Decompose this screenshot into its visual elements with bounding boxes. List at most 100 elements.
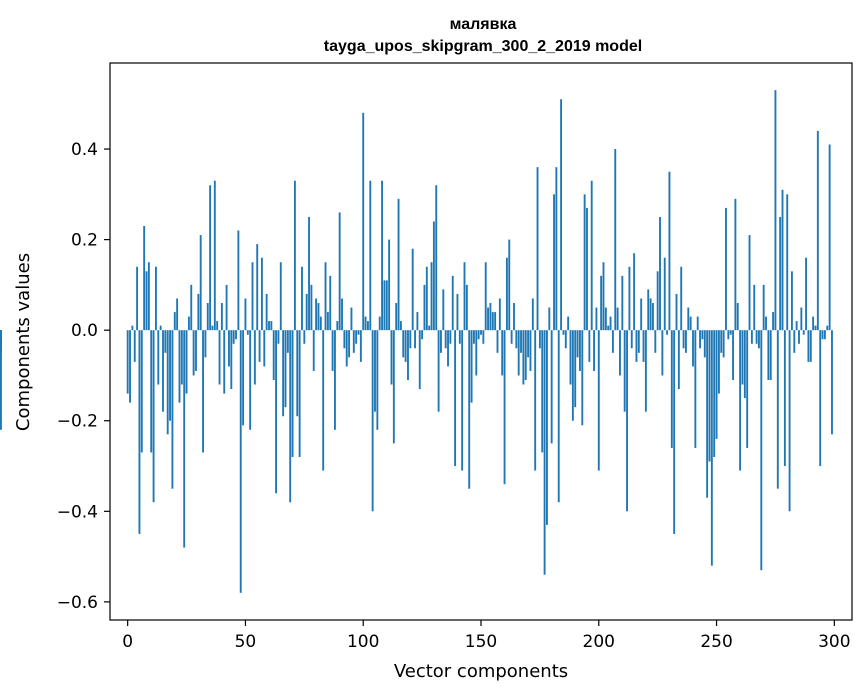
bar: [251, 262, 254, 331]
bar: [385, 280, 388, 331]
bar: [374, 330, 376, 412]
bar: [154, 266, 157, 331]
bar: [628, 266, 631, 331]
bar: [659, 216, 661, 331]
bar: [357, 330, 360, 335]
bar: [270, 321, 273, 331]
bar: [586, 207, 588, 331]
bar: [381, 180, 383, 331]
bar: [301, 266, 303, 331]
bar: [449, 330, 452, 344]
bar: [583, 194, 586, 331]
bar: [600, 275, 603, 331]
x-tick-label: 100: [347, 632, 379, 652]
bar: [362, 112, 365, 331]
bar: [494, 312, 497, 331]
bar: [786, 194, 789, 331]
bar: [684, 330, 687, 353]
bar: [546, 330, 548, 525]
bar: [171, 330, 174, 489]
bar: [209, 185, 212, 331]
bar: [472, 330, 475, 344]
bar: [185, 330, 188, 394]
bar: [480, 330, 482, 335]
bar: [644, 330, 647, 412]
y-axis-ticks: −0.6 −0.4 −0.2 0.0 0.2 0.4: [57, 140, 110, 613]
bar: [350, 307, 353, 331]
bar: [157, 330, 160, 385]
x-tick-label: 50: [235, 632, 257, 652]
bar: [680, 266, 683, 331]
bar: [237, 230, 240, 331]
bar: [767, 330, 770, 380]
bar: [501, 330, 504, 376]
bar: [536, 167, 539, 331]
bar: [541, 330, 544, 453]
bar: [416, 312, 419, 331]
bar: [666, 330, 669, 335]
bar: [369, 180, 372, 331]
bar: [213, 180, 216, 331]
bar: [329, 275, 332, 331]
x-tick-label: 0: [122, 632, 133, 652]
bar: [411, 248, 414, 331]
y-tick-label: −0.6: [57, 593, 98, 613]
bar: [232, 330, 235, 344]
bar: [654, 330, 657, 353]
bar: [407, 330, 409, 380]
bar: [569, 330, 572, 385]
bar: [560, 99, 563, 331]
bar: [430, 262, 433, 331]
bar: [338, 212, 341, 331]
bar: [183, 330, 186, 548]
bar: [152, 330, 155, 503]
bar: [286, 330, 289, 353]
bar: [746, 330, 749, 448]
bar: [823, 330, 826, 340]
bar: [265, 293, 268, 331]
bar: [727, 330, 730, 340]
bar: [364, 316, 367, 331]
bar: [619, 330, 621, 376]
bar: [607, 325, 610, 331]
bar: [739, 330, 742, 471]
bar: [206, 303, 209, 331]
bar: [812, 316, 815, 331]
bar: [717, 330, 720, 394]
bar: [298, 330, 301, 457]
bar: [395, 303, 398, 331]
bar: [253, 330, 256, 385]
bar: [826, 325, 829, 331]
bar: [138, 330, 141, 534]
bar: [760, 330, 763, 571]
bar: [682, 330, 685, 349]
bar: [581, 330, 584, 426]
bar: [470, 330, 473, 403]
bar: [687, 307, 690, 331]
bar: [633, 253, 636, 331]
bar: [614, 149, 617, 331]
bar: [244, 298, 247, 331]
bar: [597, 330, 600, 471]
bar: [689, 316, 692, 331]
bar: [282, 330, 285, 417]
bar: [732, 330, 734, 380]
bar: [409, 330, 412, 349]
bar: [291, 330, 294, 457]
bar: [800, 307, 803, 331]
bar: [423, 284, 426, 331]
bar: [725, 207, 727, 331]
bar: [790, 271, 793, 331]
bar: [548, 307, 551, 331]
bar: [623, 330, 626, 412]
bar: [776, 330, 779, 489]
bar: [517, 330, 520, 376]
bar: [741, 330, 744, 385]
bar: [734, 198, 737, 331]
chart-subtitle: tayga_upos_skipgram_300_2_2019 model: [324, 38, 642, 55]
bar: [781, 189, 784, 331]
bar: [143, 226, 146, 331]
bar: [783, 330, 786, 467]
x-axis-ticks: 0 50 100 150 200 250 300: [122, 620, 851, 652]
bar: [305, 293, 308, 331]
